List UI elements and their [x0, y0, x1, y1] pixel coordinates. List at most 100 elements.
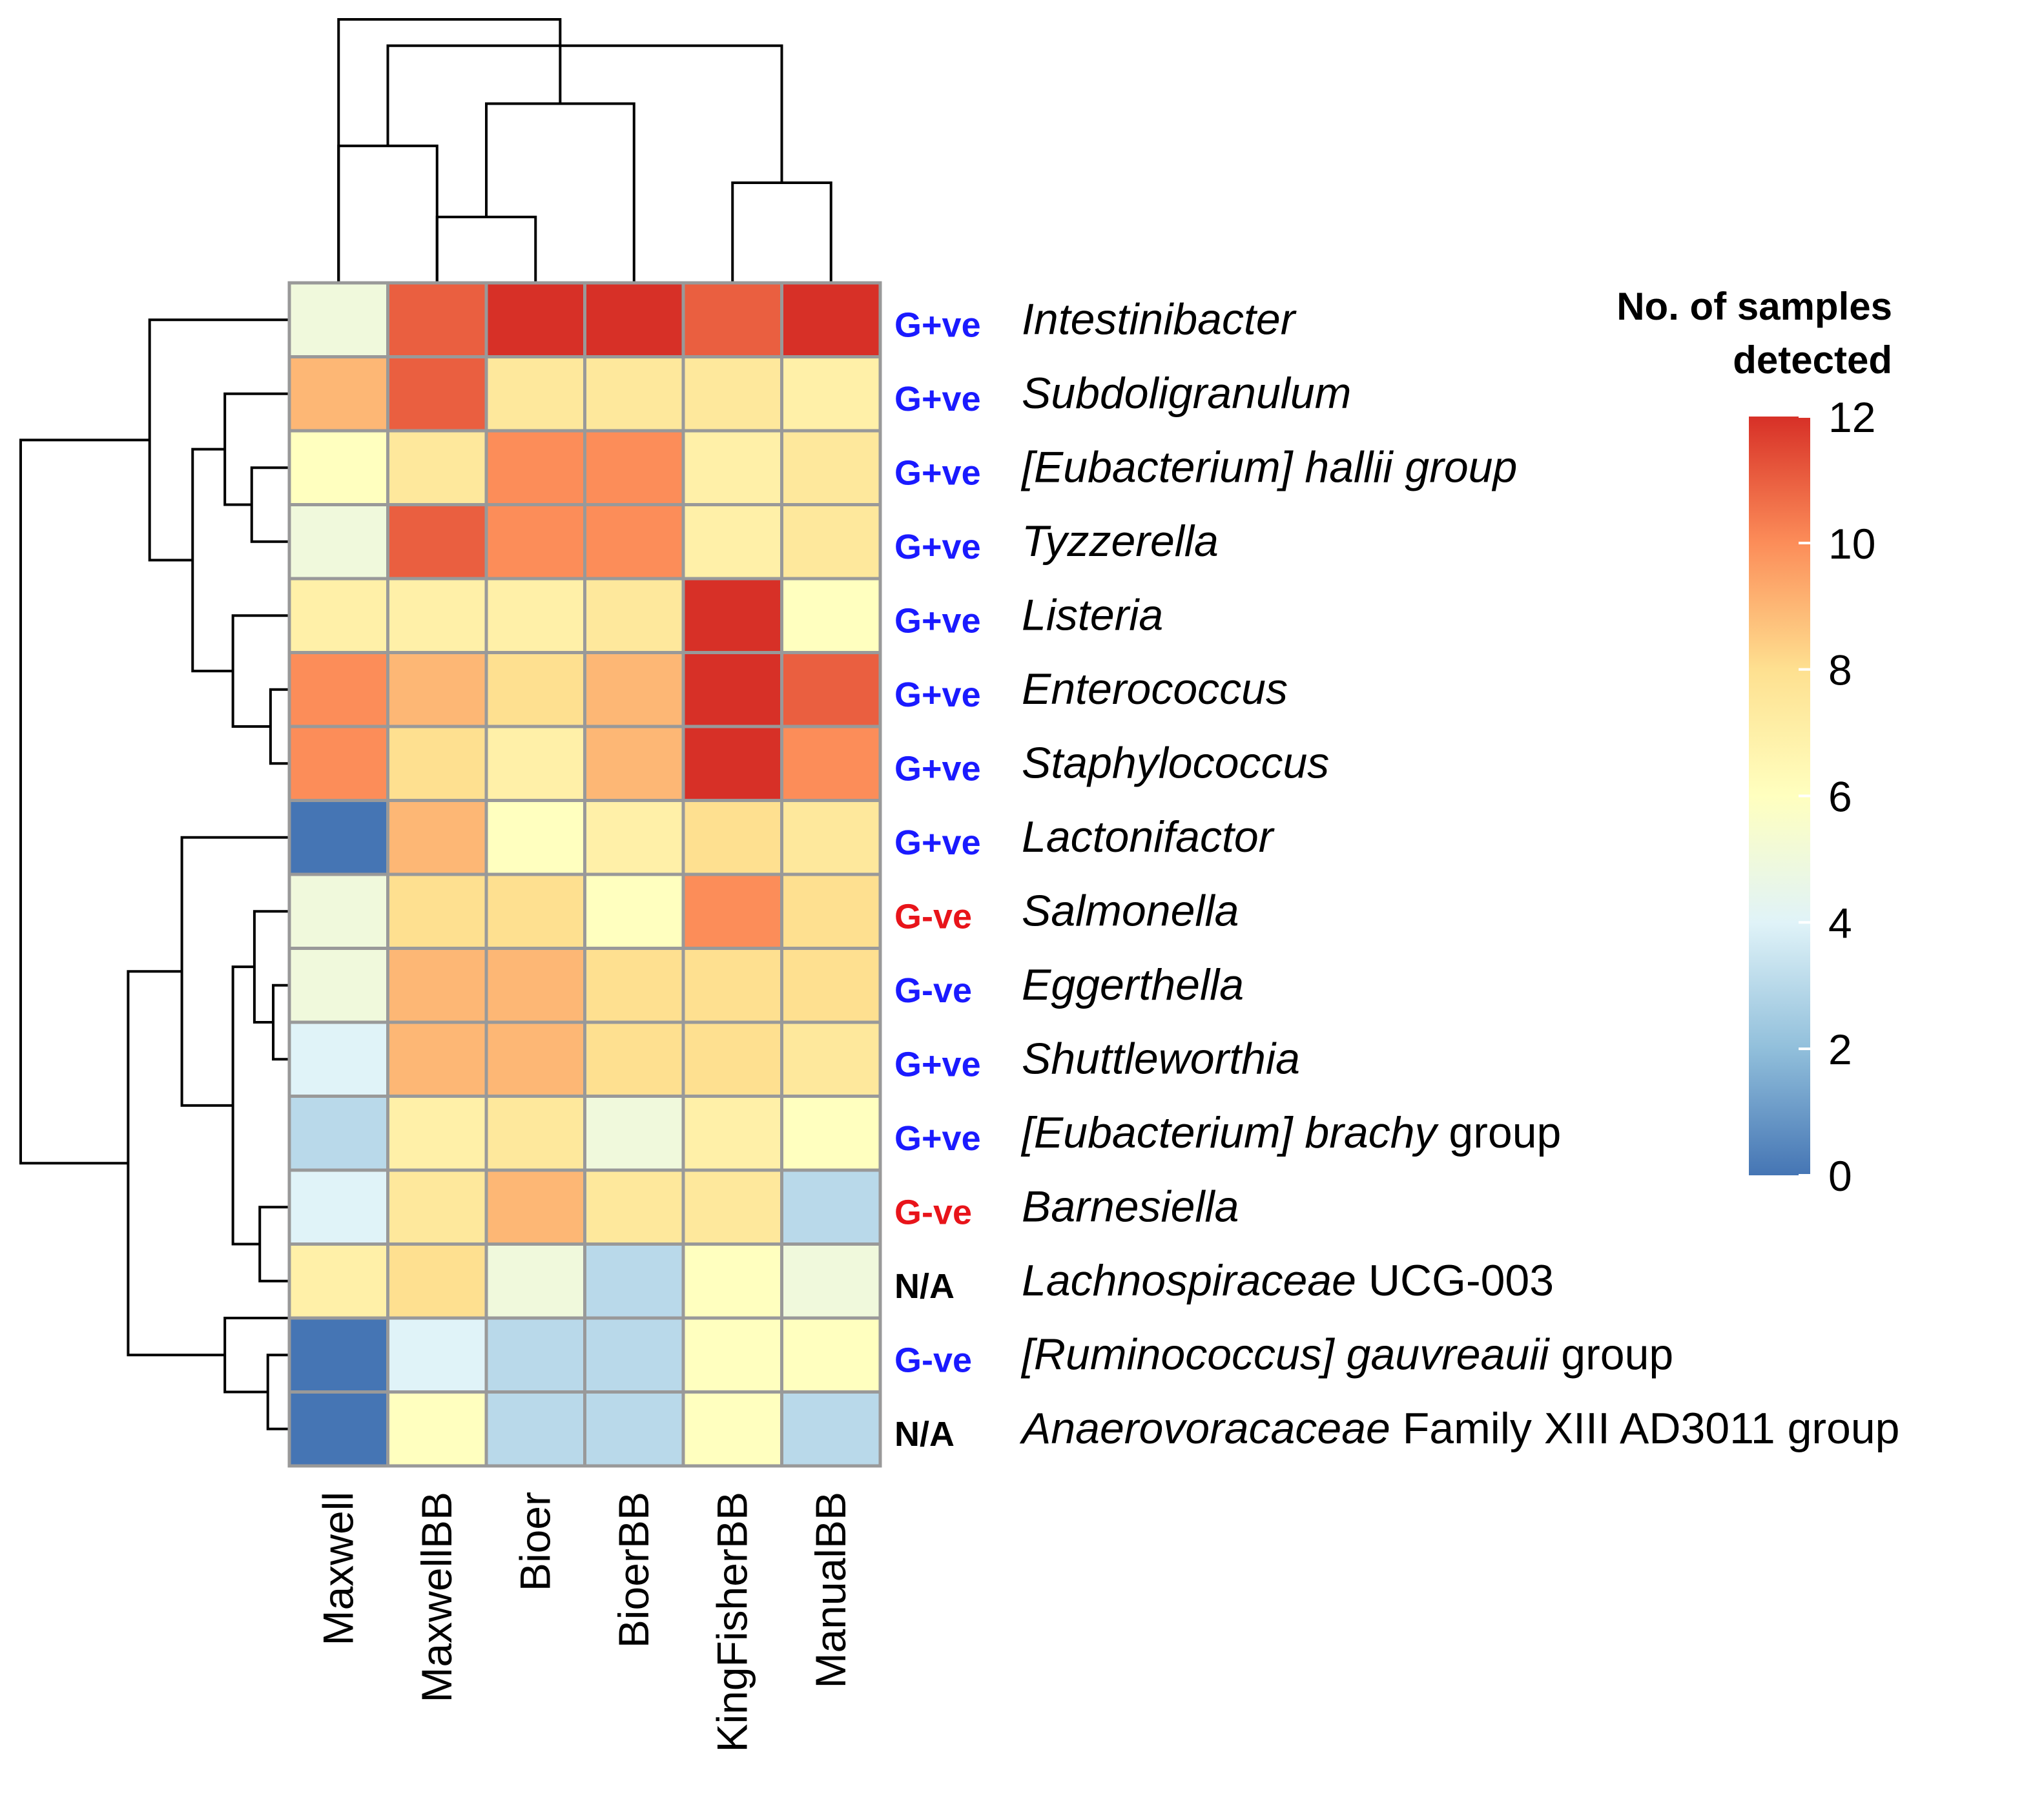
taxon-label-part: Eggerthella: [1022, 960, 1244, 1009]
heatmap-cell: [386, 429, 488, 506]
dendrogram-branch: [148, 318, 289, 562]
taxon-label: Anaerovoracaceae Family XIII AD3011 grou…: [1019, 1404, 1900, 1453]
heatmap-cell: [287, 799, 389, 876]
heatmap-cell: [287, 947, 389, 1024]
legend-title-line-1: No. of samples: [1616, 285, 1892, 328]
heatmap-cell: [386, 725, 488, 802]
heatmap-cell: [386, 1095, 488, 1172]
heatmap-cell: [780, 1242, 882, 1320]
heatmap-cell: [386, 355, 488, 433]
heatmap-cell: [287, 1316, 389, 1394]
gram-stain-label: G+ve: [894, 749, 981, 788]
taxon-label-part: Enterococcus: [1022, 665, 1288, 714]
heatmap-cell: [386, 799, 488, 876]
taxon-label: Subdoligranulum: [1022, 369, 1351, 418]
gram-stain-label: G+ve: [894, 601, 981, 640]
taxon-label-part: Barnesiella: [1022, 1182, 1239, 1231]
heatmap-cell: [583, 725, 685, 802]
taxon-label-part: Anaerovoracaceae: [1019, 1404, 1390, 1453]
heatmap-cell: [386, 1242, 488, 1320]
dendrogram-branch: [266, 1354, 289, 1430]
heatmap-cell: [681, 1242, 783, 1320]
dendrogram-branch: [386, 44, 783, 183]
colorbar-tick-label: 2: [1828, 1025, 1852, 1073]
gram-stain-label: G+ve: [894, 305, 981, 344]
colorbar-tick-label: 8: [1828, 646, 1852, 694]
heatmap-cell: [484, 577, 586, 654]
colorbar-ticks: 0 2 4 6 8 10 12: [1799, 393, 1875, 1200]
dendrogram-branch: [231, 965, 260, 1246]
column-label: ManualBB: [807, 1492, 854, 1689]
heatmap-cell: [780, 725, 882, 802]
heatmap-cell: [780, 429, 882, 506]
heatmap-cell: [484, 651, 586, 728]
heatmap-cell: [484, 355, 586, 433]
heatmap-cell: [681, 1316, 783, 1394]
gram-stain-label: N/A: [894, 1267, 955, 1306]
heatmap-cell: [287, 1168, 389, 1246]
dendrogram-branch: [485, 102, 635, 283]
heatmap-cell: [287, 872, 389, 950]
heatmap-cell: [287, 1020, 389, 1098]
dendrogram-branch: [253, 910, 289, 1024]
heatmap-cell: [484, 1168, 586, 1246]
dendrogram-branch: [231, 614, 289, 728]
heatmap-cell: [583, 429, 685, 506]
heatmap-cell: [484, 947, 586, 1024]
gram-stain-label: G-ve: [894, 1341, 972, 1379]
dendrogram-branch: [731, 181, 832, 283]
dendrogram-branch: [258, 1206, 289, 1283]
taxon-label: [Eubacterium] hallii group: [1020, 442, 1517, 491]
column-label: KingFisherBB: [708, 1492, 756, 1753]
heatmap-cell: [583, 1095, 685, 1172]
heatmap-cell: [681, 577, 783, 654]
column-label: MaxwellBB: [413, 1492, 460, 1702]
heatmap-cell: [780, 872, 882, 950]
dendrogram-branch: [191, 448, 233, 673]
taxon-label-part: [Eubacterium] hallii group: [1020, 442, 1517, 491]
heatmap-cell: [780, 281, 882, 358]
gram-stain-label: G-ve: [894, 897, 972, 936]
gram-stain-label: G+ve: [894, 380, 981, 418]
gram-stain-label: G+ve: [894, 528, 981, 566]
taxon-label: Intestinibacter: [1022, 294, 1297, 344]
heatmap-cell: [287, 503, 389, 581]
row-labels: G+ve Intestinibacter G+ve Subdoligranulum G+…: [894, 294, 1900, 1454]
heatmap-cell: [780, 799, 882, 876]
taxon-label: [Ruminococcus] gauvreauii group: [1020, 1330, 1673, 1379]
dendrogram-branch: [272, 984, 289, 1061]
column-label: BioerBB: [610, 1492, 657, 1648]
colorbar-tick-label: 4: [1828, 899, 1852, 947]
heatmap-cell: [484, 725, 586, 802]
heatmap-cell: [780, 947, 882, 1024]
dendrogram-branch: [435, 216, 537, 283]
taxon-label: Barnesiella: [1022, 1182, 1239, 1231]
heatmap-cell: [583, 503, 685, 581]
taxon-label-part: Lachnospiraceae: [1022, 1256, 1356, 1305]
heatmap-cell: [484, 429, 586, 506]
heatmap-cell: [681, 947, 783, 1024]
taxon-label: Lachnospiraceae UCG-003: [1022, 1256, 1554, 1305]
heatmap-cell: [780, 1168, 882, 1246]
gram-stain-label: G-ve: [894, 1193, 972, 1231]
dendrogram-branch: [19, 438, 150, 1165]
heatmap-cell: [386, 1390, 488, 1468]
heatmap-cell: [780, 1020, 882, 1098]
colorbar-tick-label: 0: [1828, 1152, 1852, 1200]
gram-stain-label: G+ve: [894, 1045, 981, 1084]
heatmap-cell: [681, 503, 783, 581]
heatmap-cell: [780, 577, 882, 654]
row-dendrogram: [19, 318, 289, 1430]
colorbar-tick-label: 12: [1828, 393, 1875, 441]
heatmap-cell: [287, 1242, 389, 1320]
column-dendrogram: [337, 18, 832, 283]
taxon-label-part: Subdoligranulum: [1022, 369, 1351, 418]
heatmap-cell: [386, 1316, 488, 1394]
heatmap-cell: [583, 1168, 685, 1246]
dendrogram-branch: [180, 836, 289, 1107]
heatmap-cell: [583, 947, 685, 1024]
color-legend: No. of samples detected 0 2 4 6 8 10 12: [1616, 285, 1892, 1200]
heatmap-cell: [484, 1095, 586, 1172]
heatmap-cell: [780, 651, 882, 728]
heatmap-cell: [484, 503, 586, 581]
